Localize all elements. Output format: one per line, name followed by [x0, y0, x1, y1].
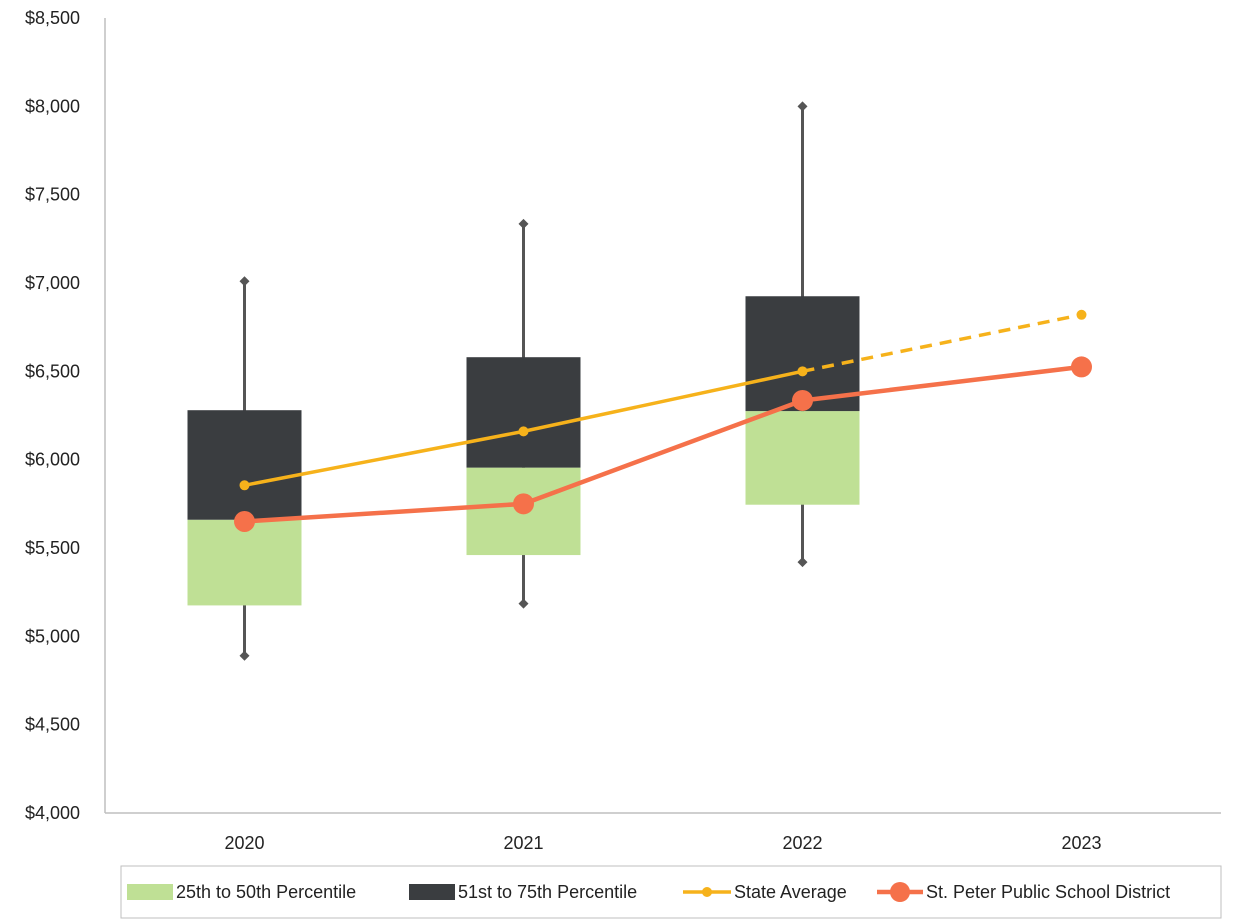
y-tick-label: $8,500 — [25, 8, 80, 28]
whisker-max-marker — [518, 218, 529, 229]
district-point — [234, 511, 255, 532]
y-tick-label: $5,000 — [25, 626, 80, 646]
box-51st-to-75th — [466, 357, 581, 468]
district-point — [792, 389, 813, 411]
legend-swatch — [409, 884, 455, 900]
state-average-point — [239, 480, 250, 491]
legend-label: 51st to 75th Percentile — [458, 882, 637, 902]
whisker-max-marker — [239, 276, 250, 287]
whisker-min-marker — [797, 557, 808, 568]
state-average-point — [518, 426, 529, 437]
y-tick-label: $5,500 — [25, 538, 80, 558]
district-point — [513, 493, 534, 515]
whisker-min-marker — [239, 650, 250, 661]
y-tick-label: $4,000 — [25, 803, 80, 823]
whisker-max-marker — [797, 101, 808, 112]
legend-swatch — [127, 884, 173, 900]
legend-label: St. Peter Public School District — [926, 882, 1170, 902]
legend-label: 25th to 50th Percentile — [176, 882, 356, 902]
whisker-min-marker — [518, 598, 529, 609]
x-tick-label: 2021 — [503, 833, 543, 853]
state-average-projected-line — [802, 313, 1082, 374]
x-tick-label: 2023 — [1061, 833, 1101, 853]
box-25th-to-50th — [187, 519, 302, 606]
x-tick-label: 2022 — [782, 833, 822, 853]
legend-marker — [702, 887, 712, 897]
district-point — [1071, 356, 1092, 378]
legend-marker — [890, 882, 910, 902]
y-tick-label: $4,500 — [25, 715, 80, 735]
state-average-point — [1076, 309, 1087, 320]
y-tick-label: $7,000 — [25, 273, 80, 293]
y-tick-label: $6,000 — [25, 450, 80, 470]
x-tick-label: 2020 — [224, 833, 264, 853]
plot-area: $4,000 $4,500 $5,000 $5,500 $6,000 $6,500 $7,0… — [25, 8, 1221, 853]
y-tick-label: $8,000 — [25, 96, 80, 116]
legend: 25th to 50th Percentile 51st to 75th Perc… — [120, 865, 1222, 919]
legend-box — [120, 865, 1222, 919]
y-tick-label: $7,500 — [25, 185, 80, 205]
y-tick-label: $6,500 — [25, 361, 80, 381]
box-25th-to-50th — [745, 411, 860, 505]
box-51st-to-75th — [187, 410, 302, 520]
legend-label: State Average — [734, 882, 847, 902]
state-average-point — [797, 366, 808, 377]
district-line — [244, 364, 1082, 524]
